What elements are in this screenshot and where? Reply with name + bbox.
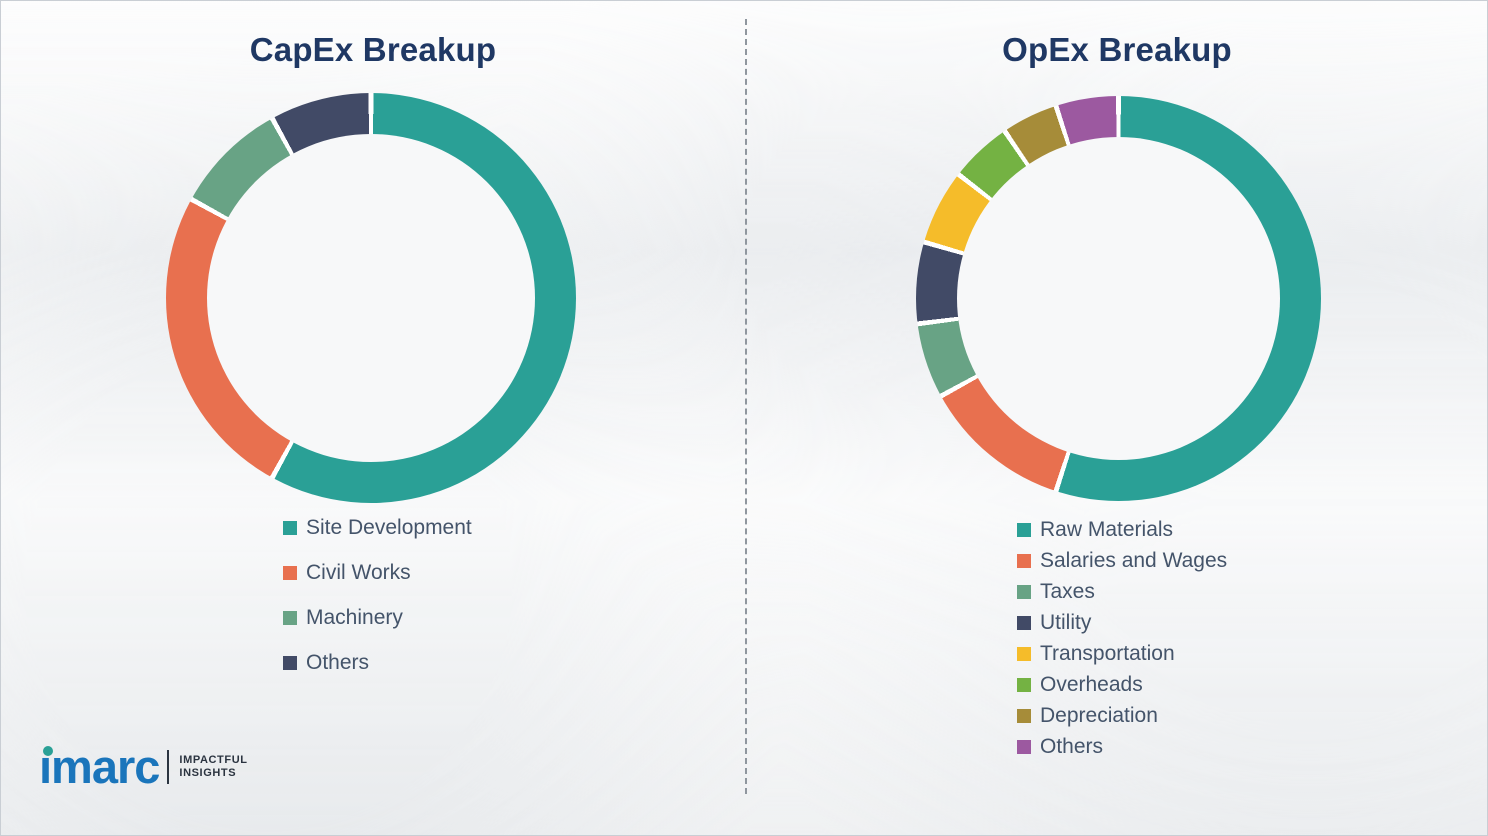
legend-swatch — [283, 566, 297, 580]
opex-donut-hole — [957, 137, 1280, 460]
imarc-logo-wordmark: ımarc — [39, 740, 160, 793]
capex-legend: Site Development Civil Works Machinery Othe… — [283, 517, 472, 697]
legend-swatch — [1017, 647, 1031, 661]
capex-donut-chart — [166, 93, 576, 503]
legend-swatch — [1017, 740, 1031, 754]
legend-label: Site Development — [306, 516, 472, 539]
opex-donut-chart — [916, 96, 1321, 501]
legend-item: Taxes — [1017, 581, 1227, 603]
imarc-logo-tagline: IMPACTFUL INSIGHTS — [179, 754, 247, 780]
legend-swatch — [283, 521, 297, 535]
imarc-logo-text: ımarc — [39, 740, 160, 793]
legend-label: Machinery — [306, 606, 403, 629]
legend-swatch — [1017, 554, 1031, 568]
capex-chart-title: CapEx Breakup — [249, 31, 497, 68]
imarc-logo-dot-icon — [43, 746, 53, 756]
legend-swatch — [1017, 585, 1031, 599]
legend-label: Overheads — [1040, 673, 1143, 696]
legend-label: Taxes — [1040, 580, 1095, 603]
opex-legend: Raw Materials Salaries and Wages Taxes Util… — [1017, 519, 1227, 767]
legend-item: Salaries and Wages — [1017, 550, 1227, 572]
legend-item: Civil Works — [283, 562, 472, 584]
legend-swatch — [1017, 523, 1031, 537]
legend-item: Machinery — [283, 607, 472, 629]
legend-swatch — [1017, 709, 1031, 723]
imarc-logo: ımarc IMPACTFUL INSIGHTS — [39, 743, 248, 791]
legend-label: Raw Materials — [1040, 518, 1174, 541]
legend-swatch — [1017, 616, 1031, 630]
legend-label: Others — [306, 651, 370, 674]
legend-label: Utility — [1040, 611, 1092, 634]
legend-item: Site Development — [283, 517, 472, 539]
legend-item: Utility — [1017, 612, 1227, 634]
legend-label: Others — [1040, 735, 1104, 758]
legend-swatch — [283, 656, 297, 670]
imarc-tagline-line1: IMPACTFUL — [179, 754, 248, 766]
imarc-logo-separator — [167, 750, 170, 784]
imarc-tagline-line2: INSIGHTS — [179, 767, 237, 779]
legend-item: Transportation — [1017, 643, 1227, 665]
legend-item: Others — [1017, 736, 1227, 758]
legend-label: Salaries and Wages — [1040, 549, 1228, 572]
legend-swatch — [1017, 678, 1031, 692]
legend-label: Transportation — [1040, 642, 1175, 665]
capex-donut-hole — [207, 134, 535, 462]
legend-item: Others — [283, 652, 472, 674]
opex-chart-title: OpEx Breakup — [1002, 31, 1232, 68]
legend-label: Depreciation — [1040, 704, 1158, 727]
legend-label: Civil Works — [306, 561, 411, 584]
legend-item: Overheads — [1017, 674, 1227, 696]
legend-swatch — [283, 611, 297, 625]
divider-dashed — [745, 19, 747, 794]
legend-item: Raw Materials — [1017, 519, 1227, 541]
legend-item: Depreciation — [1017, 705, 1227, 727]
